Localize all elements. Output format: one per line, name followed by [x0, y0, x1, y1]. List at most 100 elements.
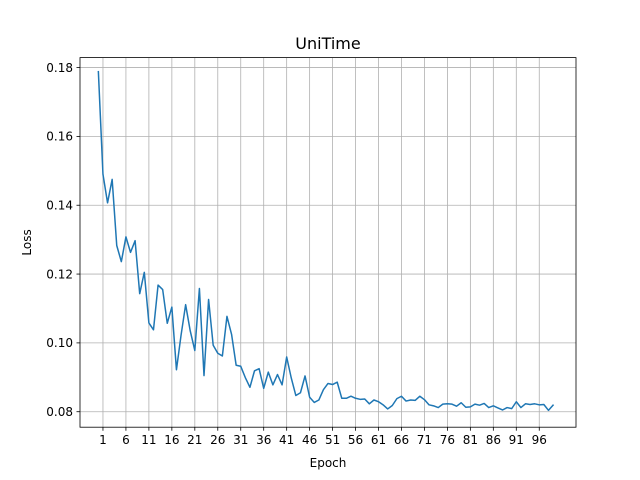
loss-data-point — [254, 370, 256, 372]
loss-data-point — [263, 388, 265, 390]
loss-data-point — [419, 395, 421, 397]
x-tick-label: 36 — [256, 433, 271, 447]
loss-data-point — [286, 356, 288, 358]
loss-data-point — [525, 403, 527, 405]
x-tick-label: 21 — [187, 433, 202, 447]
x-tick-label: 1 — [99, 433, 107, 447]
loss-data-point — [359, 399, 361, 401]
y-tick-label: 0.18 — [46, 61, 73, 75]
loss-data-point — [222, 355, 224, 357]
loss-data-point — [465, 406, 467, 408]
loss-data-point — [396, 398, 398, 400]
loss-data-point — [116, 245, 118, 247]
loss-data-point — [442, 403, 444, 405]
loss-data-point — [341, 397, 343, 399]
loss-data-point — [364, 398, 366, 400]
x-tick-label: 16 — [164, 433, 179, 447]
x-axis-label: Epoch — [310, 456, 347, 470]
loss-data-point — [258, 368, 260, 370]
y-tick-label: 0.16 — [46, 130, 73, 144]
loss-data-point — [534, 403, 536, 405]
loss-data-point — [208, 299, 210, 301]
loss-data-point — [502, 409, 504, 411]
loss-data-point — [166, 322, 168, 324]
loss-data-point — [249, 386, 251, 388]
x-tick-label: 41 — [279, 433, 294, 447]
loss-data-point — [125, 236, 127, 238]
x-tick-label: 31 — [233, 433, 248, 447]
loss-data-point — [456, 405, 458, 407]
loss-data-point — [199, 288, 201, 290]
loss-data-point — [139, 293, 141, 295]
x-tick-label: 61 — [371, 433, 386, 447]
x-tick-label: 81 — [463, 433, 478, 447]
x-tick-label: 66 — [394, 433, 409, 447]
loss-data-point — [447, 403, 449, 405]
loss-data-point — [529, 404, 531, 406]
loss-data-point — [180, 335, 182, 337]
loss-data-point — [327, 383, 329, 385]
x-tick-label: 46 — [302, 433, 317, 447]
loss-data-point — [369, 403, 371, 405]
loss-data-point — [217, 352, 219, 354]
series-layer — [97, 70, 555, 412]
x-tick-label: 6 — [122, 433, 130, 447]
loss-data-point — [520, 407, 522, 409]
y-tick-label: 0.14 — [46, 199, 73, 213]
tick-layer: 1 6 11 16 21 26 31 36 41 46 51 56 61 66 71 76 81 86 91 960.… — [46, 61, 547, 447]
loss-data-point — [277, 374, 279, 376]
loss-data-point — [295, 395, 297, 397]
loss-data-point — [290, 377, 292, 379]
loss-data-point — [483, 403, 485, 405]
loss-data-point — [157, 284, 159, 286]
loss-data-point — [460, 402, 462, 404]
loss-data-point — [98, 71, 100, 73]
loss-data-point — [493, 405, 495, 407]
loss-data-point — [162, 289, 164, 291]
loss-data-point — [212, 345, 214, 347]
loss-data-point — [323, 389, 325, 391]
loss-data-point — [433, 405, 435, 407]
loss-data-point — [272, 384, 274, 386]
loss-data-point — [405, 400, 407, 402]
loss-data-point — [226, 316, 228, 318]
loss-data-point — [543, 404, 545, 406]
loss-data-point — [552, 404, 554, 406]
loss-data-point — [148, 322, 150, 324]
loss-data-point — [373, 399, 375, 401]
loss-data-point — [235, 364, 237, 366]
loss-data-point — [171, 306, 173, 308]
loss-data-point — [300, 392, 302, 394]
loss-data-point — [511, 408, 513, 410]
loss-data-point — [479, 404, 481, 406]
loss-data-point — [350, 395, 352, 397]
loss-data-point — [194, 350, 196, 352]
y-axis-label: Loss — [20, 229, 34, 255]
y-tick-label: 0.12 — [46, 267, 73, 281]
loss-data-point — [102, 173, 104, 175]
loss-data-point — [378, 401, 380, 403]
loss-data-point — [451, 403, 453, 405]
loss-data-point — [437, 407, 439, 409]
loss-data-point — [424, 399, 426, 401]
y-tick-label: 0.08 — [46, 405, 73, 419]
x-tick-label: 96 — [532, 433, 547, 447]
loss-data-point — [414, 400, 416, 402]
loss-data-point — [176, 369, 178, 371]
loss-data-point — [470, 406, 472, 408]
loss-data-point — [309, 396, 311, 398]
loss-data-point — [121, 261, 123, 263]
chart-title: UniTime — [295, 34, 360, 53]
x-tick-label: 86 — [486, 433, 501, 447]
loss-data-point — [189, 330, 191, 332]
loss-data-point — [410, 399, 412, 401]
loss-data-point — [355, 397, 357, 399]
loss-data-point — [107, 202, 109, 204]
loss-data-point — [392, 405, 394, 407]
x-tick-label: 76 — [440, 433, 455, 447]
loss-data-point — [428, 404, 430, 406]
x-tick-label: 71 — [417, 433, 432, 447]
loss-data-point — [387, 408, 389, 410]
